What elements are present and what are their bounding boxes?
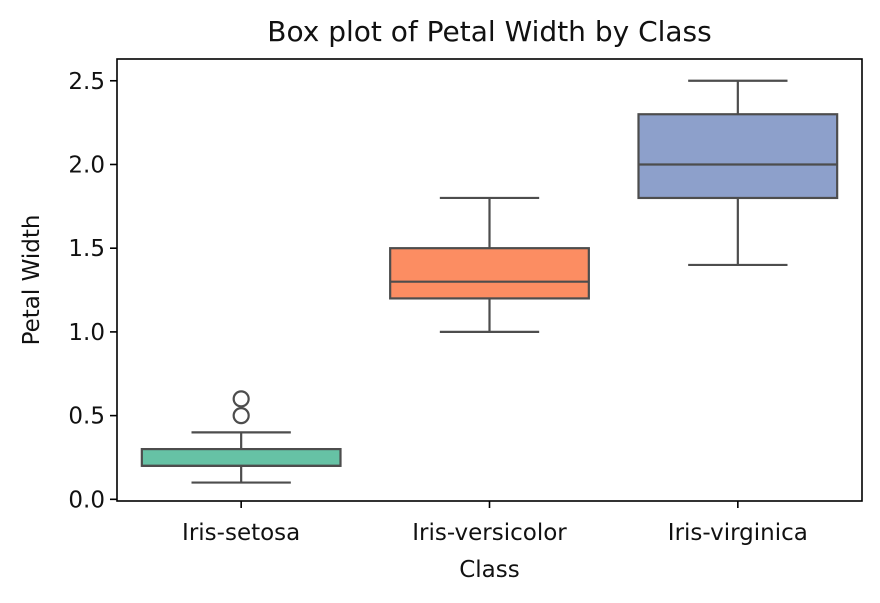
outlier-point: [232, 390, 250, 408]
box-iris-versicolor: [389, 196, 590, 334]
y-tick-label: 1.0: [68, 320, 105, 346]
x-tick-label: Iris-setosa: [182, 520, 300, 546]
y-tick-label: 0.0: [68, 487, 105, 513]
iqr-box: [637, 113, 839, 200]
y-tick-label: 2.5: [68, 69, 105, 95]
boxes-layer: [140, 79, 839, 484]
iqr-box: [140, 447, 342, 467]
chart-title: Box plot of Petal Width by Class: [267, 15, 712, 48]
outlier-point: [232, 407, 250, 425]
iqr-box: [389, 247, 590, 300]
x-axis: Iris-setosa Iris-versicolor Iris-virginica: [182, 501, 808, 546]
x-axis-label: Class: [459, 557, 520, 583]
y-tick-label: 0.5: [68, 404, 105, 430]
y-tick-label: 2.0: [68, 152, 105, 178]
y-axis: 0.0 0.5 1.0 1.5 2.0 2.5: [68, 69, 117, 513]
x-tick-label: Iris-virginica: [668, 520, 808, 546]
y-tick-label: 1.5: [68, 236, 105, 262]
box-iris-virginica: [637, 79, 839, 267]
y-axis-label: Petal Width: [19, 215, 45, 346]
box-iris-setosa: [140, 390, 342, 484]
x-tick-label: Iris-versicolor: [412, 520, 567, 546]
